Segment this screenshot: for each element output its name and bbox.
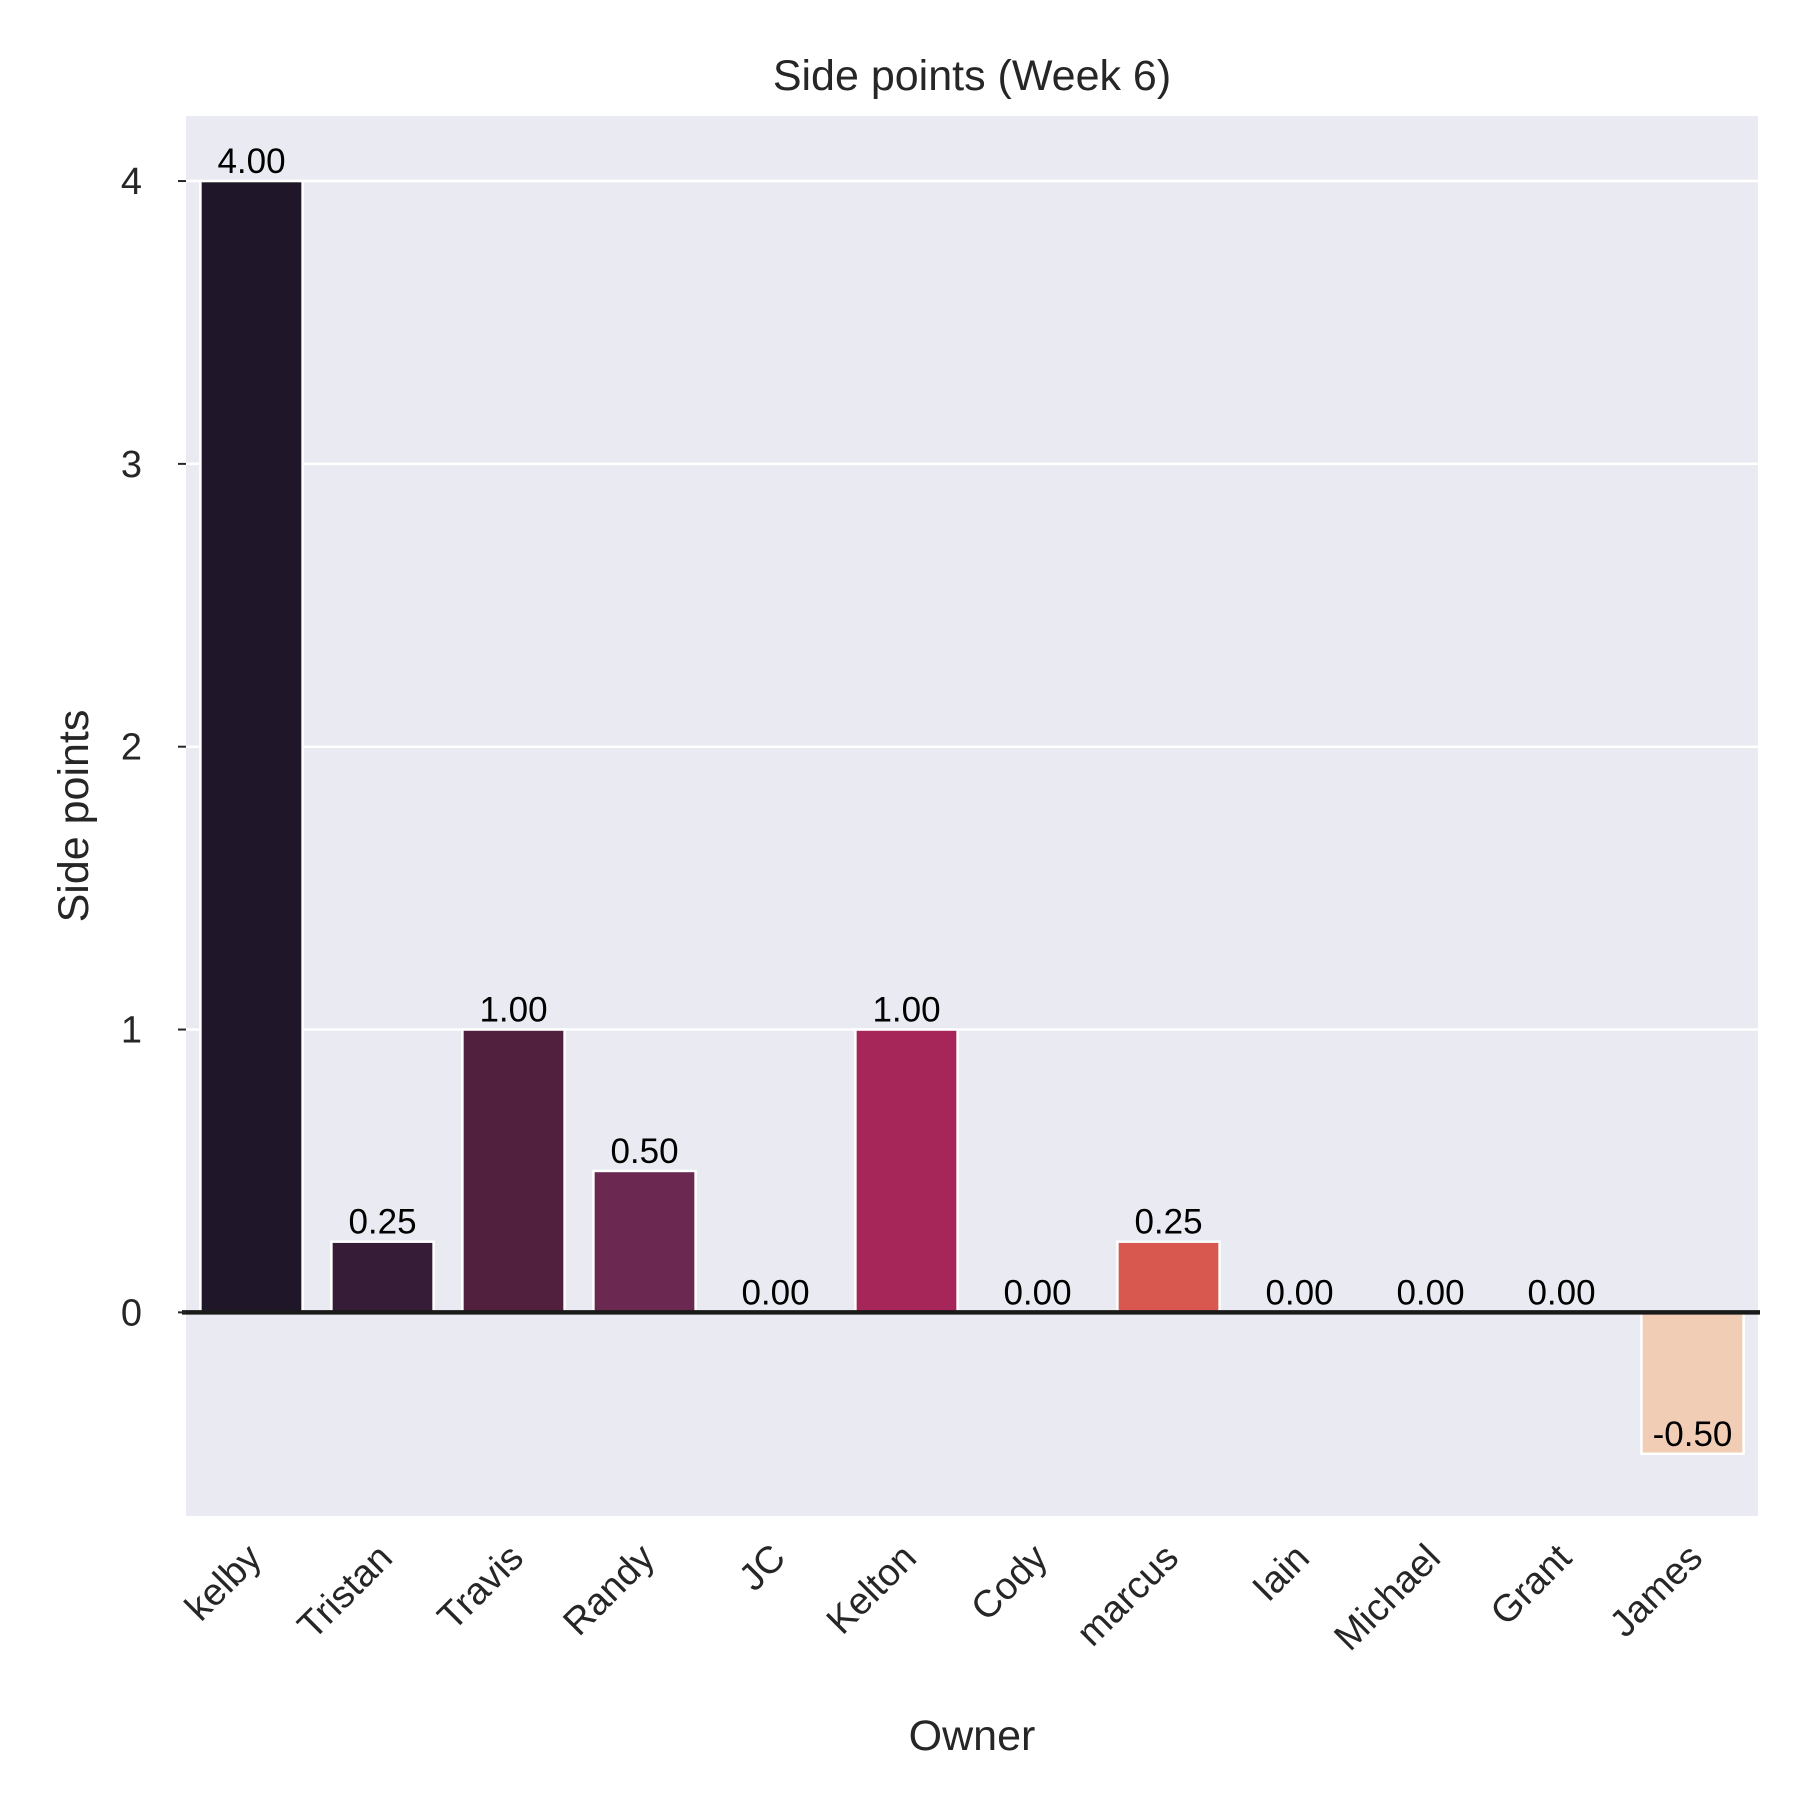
- chart-title: Side points (Week 6): [773, 52, 1171, 100]
- data-label: 0.25: [348, 1203, 416, 1242]
- data-label: 0.50: [610, 1132, 678, 1171]
- bar-kelton: [854, 1028, 959, 1314]
- bar-tristan: [330, 1240, 435, 1314]
- data-label: 0.00: [741, 1273, 809, 1312]
- bars: [199, 179, 1745, 1456]
- data-label: 0.00: [1265, 1273, 1333, 1312]
- y-tick-label: 1: [121, 1010, 142, 1052]
- y-tick-label: 4: [121, 161, 142, 203]
- bar-kelby: [199, 179, 304, 1314]
- y-tick-label: 2: [121, 727, 142, 769]
- data-label: 1.00: [479, 991, 547, 1030]
- bar-marcus: [1116, 1240, 1221, 1314]
- data-label: 0.00: [1396, 1273, 1464, 1312]
- x-axis-label: Owner: [909, 1712, 1036, 1760]
- plot-area: [186, 116, 1758, 1516]
- data-label: 1.00: [872, 991, 940, 1030]
- y-tick-label: 0: [121, 1292, 142, 1334]
- data-label: -0.50: [1653, 1415, 1733, 1454]
- data-label: 0.00: [1527, 1273, 1595, 1312]
- data-label: 0.25: [1134, 1203, 1202, 1242]
- data-label: 0.00: [1003, 1273, 1071, 1312]
- y-axis-label: Side points: [50, 710, 98, 923]
- data-labels: 4.00 0.25 1.00 0.50 0.00 1.00 0.00 0.25 0.00 0.00…: [217, 142, 1732, 1454]
- data-label: 4.00: [217, 142, 285, 181]
- y-tick-label: 3: [121, 444, 142, 486]
- bar-randy: [592, 1169, 697, 1314]
- y-axis-ticks: 0 1 2 3 4: [121, 161, 186, 1334]
- bar-travis: [461, 1028, 566, 1314]
